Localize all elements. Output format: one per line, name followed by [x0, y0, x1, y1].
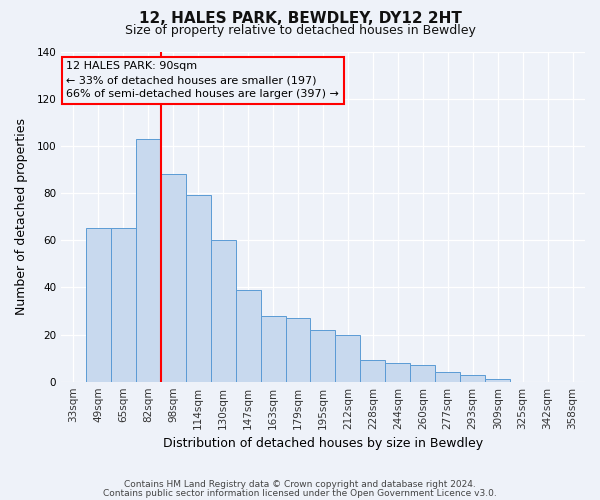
- Text: Contains HM Land Registry data © Crown copyright and database right 2024.: Contains HM Land Registry data © Crown c…: [124, 480, 476, 489]
- Bar: [136, 139, 161, 382]
- Text: 12 HALES PARK: 90sqm
← 33% of detached houses are smaller (197)
66% of semi-deta: 12 HALES PARK: 90sqm ← 33% of detached h…: [66, 62, 339, 100]
- Bar: [310, 330, 335, 382]
- Y-axis label: Number of detached properties: Number of detached properties: [15, 118, 28, 315]
- Bar: [485, 380, 510, 382]
- Bar: [286, 318, 310, 382]
- Bar: [236, 290, 260, 382]
- Bar: [186, 196, 211, 382]
- Bar: [260, 316, 286, 382]
- Bar: [361, 360, 385, 382]
- Text: Contains public sector information licensed under the Open Government Licence v3: Contains public sector information licen…: [103, 488, 497, 498]
- Bar: [86, 228, 111, 382]
- Bar: [211, 240, 236, 382]
- Text: Size of property relative to detached houses in Bewdley: Size of property relative to detached ho…: [125, 24, 475, 37]
- Bar: [335, 334, 361, 382]
- Bar: [460, 374, 485, 382]
- Text: 12, HALES PARK, BEWDLEY, DY12 2HT: 12, HALES PARK, BEWDLEY, DY12 2HT: [139, 11, 461, 26]
- Bar: [161, 174, 186, 382]
- Bar: [385, 363, 410, 382]
- Bar: [435, 372, 460, 382]
- X-axis label: Distribution of detached houses by size in Bewdley: Distribution of detached houses by size …: [163, 437, 483, 450]
- Bar: [410, 365, 435, 382]
- Bar: [111, 228, 136, 382]
